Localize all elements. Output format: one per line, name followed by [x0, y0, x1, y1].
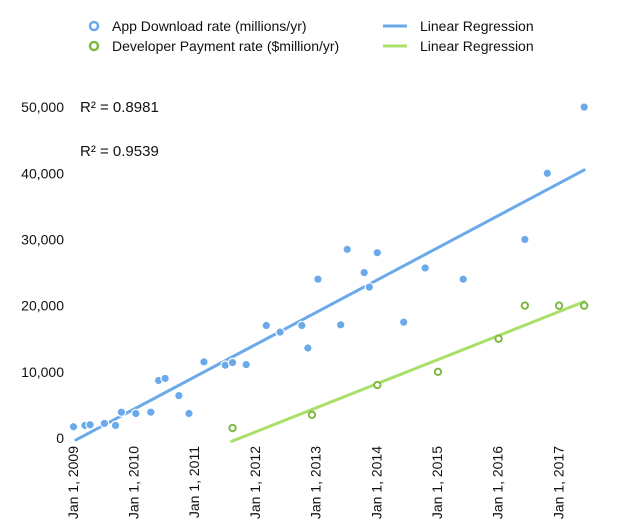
point-payments: [494, 334, 503, 343]
point-downloads: [364, 282, 375, 292]
point-payments: [433, 367, 443, 377]
point-downloads: [145, 407, 156, 417]
point-downloads: [68, 421, 79, 432]
legend-label-downloads-fit: Linear Regression: [420, 18, 534, 34]
regression-line-payments_fit: [230, 300, 586, 443]
regression-line-downloads_fit: [74, 168, 586, 442]
x-tick-label: Jan 1, 2009: [65, 446, 81, 519]
point-downloads: [116, 407, 127, 417]
point-downloads: [110, 420, 121, 431]
point-downloads: [335, 320, 346, 330]
y-tick-label: 50,000: [21, 99, 64, 115]
point-downloads: [199, 357, 209, 367]
legend: App Download rate (millions/yr) Develope…: [88, 18, 534, 54]
point-downloads: [85, 419, 95, 430]
point-downloads: [542, 168, 553, 179]
y-tick-label: 30,000: [21, 231, 64, 247]
point-payments: [520, 301, 530, 310]
point-downloads: [372, 247, 383, 258]
point-payments: [580, 301, 589, 310]
point-downloads: [458, 274, 469, 284]
point-downloads: [261, 320, 272, 331]
legend-marker-downloads: [88, 20, 100, 32]
x-axis-ticks: Jan 1, 2009 Jan 1, 2010 Jan 1, 2011 Jan 1, …: [65, 446, 567, 519]
legend-marker-payments: [88, 40, 100, 52]
x-tick-label: Jan 1, 2010: [125, 446, 141, 519]
point-downloads: [227, 357, 238, 368]
point-downloads: [303, 343, 313, 353]
x-tick-label: Jan 1, 2014: [368, 446, 384, 519]
legend-label-payments-fit: Linear Regression: [420, 38, 534, 54]
legend-label-payments: Developer Payment rate ($million/yr): [112, 38, 339, 54]
y-tick-label: 10,000: [21, 364, 64, 380]
r-squared-payments: R² = 0.9539: [80, 143, 159, 160]
x-tick-label: Jan 1, 2012: [247, 446, 263, 519]
x-tick-label: Jan 1, 2015: [429, 446, 445, 519]
point-payments: [307, 410, 317, 420]
point-downloads: [579, 102, 590, 112]
y-tick-label: 20,000: [21, 298, 64, 314]
y-tick-label: 0: [56, 430, 64, 446]
x-tick-label: Jan 1, 2011: [186, 446, 202, 518]
point-downloads: [297, 320, 307, 331]
point-downloads: [241, 359, 251, 370]
point-downloads: [313, 274, 323, 284]
point-downloads: [359, 267, 369, 278]
point-payments: [373, 380, 382, 390]
data-points: [68, 102, 590, 433]
point-downloads: [160, 373, 170, 384]
point-downloads: [184, 408, 194, 419]
point-payments: [228, 423, 237, 433]
point-downloads: [131, 408, 141, 419]
point-downloads: [275, 327, 285, 337]
legend-label-downloads: App Download rate (millions/yr): [112, 18, 307, 34]
x-tick-label: Jan 1, 2017: [550, 446, 566, 519]
y-tick-label: 40,000: [21, 165, 64, 181]
regression-lines: [74, 168, 586, 443]
point-downloads: [174, 390, 184, 401]
y-axis-ticks: 0 10,000 20,000 30,000 40,000 50,000: [21, 99, 64, 446]
point-downloads: [342, 244, 353, 255]
point-payments: [554, 301, 564, 310]
point-downloads: [520, 234, 530, 245]
x-tick-label: Jan 1, 2016: [490, 446, 506, 519]
x-tick-label: Jan 1, 2013: [308, 446, 324, 519]
r-squared-downloads: R² = 0.8981: [80, 99, 159, 116]
point-downloads: [420, 263, 430, 273]
point-downloads: [99, 418, 110, 429]
point-downloads: [398, 317, 409, 327]
